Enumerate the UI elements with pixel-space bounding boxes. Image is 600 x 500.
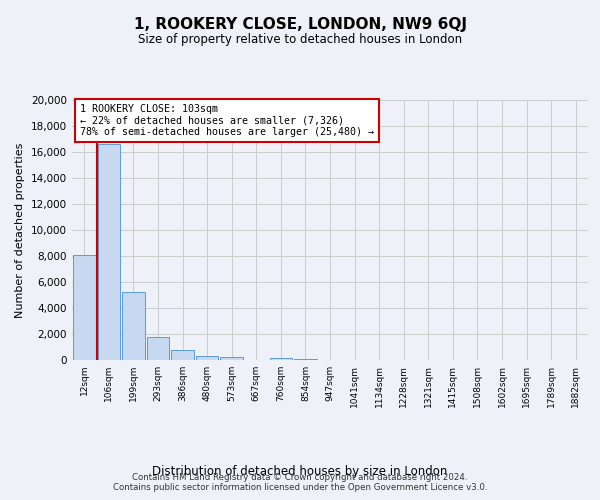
Y-axis label: Number of detached properties: Number of detached properties — [16, 142, 25, 318]
Text: Size of property relative to detached houses in London: Size of property relative to detached ho… — [138, 32, 462, 46]
Bar — [98, 144, 120, 360]
Text: Distribution of detached houses by size in London: Distribution of detached houses by size … — [152, 464, 448, 477]
Text: 1 ROOKERY CLOSE: 103sqm
← 22% of detached houses are smaller (7,326)
78% of semi: 1 ROOKERY CLOSE: 103sqm ← 22% of detache… — [80, 104, 374, 137]
Text: Contains HM Land Registry data © Crown copyright and database right 2024.
Contai: Contains HM Land Registry data © Crown c… — [113, 473, 487, 492]
Bar — [269, 358, 292, 360]
Bar — [73, 254, 95, 360]
Bar — [122, 292, 145, 360]
Bar — [294, 359, 317, 360]
Text: 1, ROOKERY CLOSE, LONDON, NW9 6QJ: 1, ROOKERY CLOSE, LONDON, NW9 6QJ — [133, 18, 467, 32]
Bar — [196, 356, 218, 360]
Bar — [220, 357, 243, 360]
Bar — [146, 336, 169, 360]
Bar — [171, 350, 194, 360]
